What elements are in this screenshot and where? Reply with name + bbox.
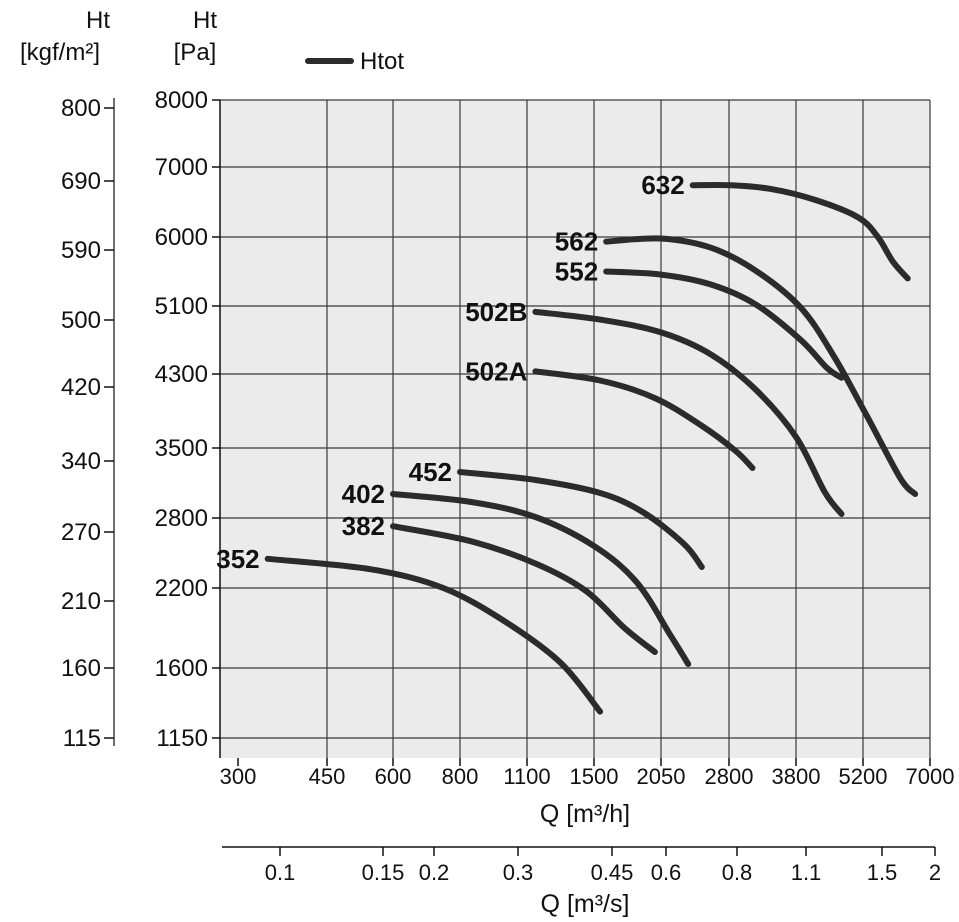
curve-label-352: 352	[216, 544, 259, 574]
y-tick-label: 6000	[155, 224, 208, 251]
kgf-tick-label: 590	[61, 237, 101, 264]
y-tick-label: 1600	[155, 655, 208, 682]
kgf-tick-label: 420	[61, 374, 101, 401]
y-tick-label: 3500	[155, 435, 208, 462]
x-tick-label: 600	[375, 764, 412, 789]
kgf-tick-label: 115	[63, 725, 101, 752]
right-axis-title: Ht	[193, 7, 217, 34]
curve-label-552: 552	[555, 257, 598, 287]
y-axis-kgf-ticks: 115 160 210 270 340 420 500 590 690 800	[61, 95, 114, 752]
x-tick-label: 3800	[772, 764, 821, 789]
grid	[220, 99, 931, 758]
kgf-tick-label: 500	[61, 307, 101, 334]
kgf-tick-label: 210	[61, 588, 101, 615]
x-tick-label: 2800	[705, 764, 754, 789]
legend-label: Htot	[360, 48, 404, 75]
kgf-tick-label: 690	[61, 168, 101, 195]
x2-tick-label: 0.2	[419, 860, 450, 885]
kgf-tick-label: 800	[61, 95, 101, 122]
x2-tick-label: 1.5	[867, 860, 898, 885]
x2-tick-label: 0.45	[591, 860, 634, 885]
x2-tick-label: 0.3	[503, 860, 534, 885]
left-axis-unit: [kgf/m²]	[20, 39, 100, 66]
left-axis-title: Ht	[86, 7, 110, 34]
x2-tick-label: 2	[929, 860, 941, 885]
x-axis-ticks: 300 450 600 800 1100 1500 2050 2800 3800 5200 7000	[220, 758, 955, 789]
y-tick-label: 5100	[155, 293, 208, 320]
curve-352	[264, 555, 604, 715]
x2-axis-label: Q [m³/s]	[541, 890, 630, 918]
y-tick-label: 8000	[155, 87, 208, 114]
x2-axis-ticks: 0.1 0.15 0.2 0.3 0.45 0.6 0.8 1.1 1.5 2	[265, 847, 941, 885]
y-tick-label: 1150	[156, 725, 208, 752]
x-tick-label: 1100	[503, 764, 550, 789]
y-tick-label: 4300	[155, 361, 208, 388]
curve-382	[390, 523, 658, 655]
kgf-tick-label: 160	[61, 655, 101, 682]
curve-label-402: 402	[342, 479, 385, 509]
x-tick-label: 1500	[570, 764, 619, 789]
curve-label-452: 452	[409, 457, 452, 487]
y-tick-label: 7000	[155, 154, 208, 181]
y-axis-pa-ticks: 1150 1600 2200 2800 3500 4300 5100 6000 7000 8000	[155, 87, 220, 752]
kgf-tick-label: 270	[61, 519, 101, 546]
x-tick-label: 300	[220, 764, 257, 789]
x2-tick-label: 1.1	[791, 860, 822, 885]
curve-label-382: 382	[342, 511, 385, 541]
curve-562	[603, 235, 919, 497]
curve-label-562: 562	[555, 227, 598, 257]
curves	[264, 181, 919, 715]
curve-label-632: 632	[641, 170, 684, 200]
x2-tick-label: 0.15	[362, 860, 405, 885]
curve-502a	[532, 368, 756, 471]
curve-552	[603, 268, 845, 381]
legend: Htot	[305, 48, 404, 75]
x-tick-label: 7000	[906, 764, 955, 789]
x2-tick-label: 0.6	[651, 860, 682, 885]
curve-502b	[532, 308, 845, 517]
kgf-tick-label: 340	[61, 448, 101, 475]
x-tick-label: 5200	[839, 764, 888, 789]
curve-label-502a: 502A	[465, 356, 527, 386]
x2-tick-label: 0.8	[722, 860, 753, 885]
x-tick-label: 800	[442, 764, 479, 789]
curve-452	[457, 469, 705, 570]
x-tick-label: 450	[309, 764, 346, 789]
y-tick-label: 2200	[155, 575, 208, 602]
curve-402	[390, 491, 692, 667]
curve-632	[689, 181, 911, 282]
plot-area	[220, 100, 930, 758]
x-tick-label: 2050	[637, 764, 686, 789]
x2-tick-label: 0.1	[265, 860, 296, 885]
y-tick-label: 2800	[155, 505, 208, 532]
curve-label-502b: 502B	[465, 297, 527, 327]
x-axis-label: Q [m³/h]	[540, 800, 630, 828]
right-axis-unit: [Pa]	[174, 39, 217, 66]
